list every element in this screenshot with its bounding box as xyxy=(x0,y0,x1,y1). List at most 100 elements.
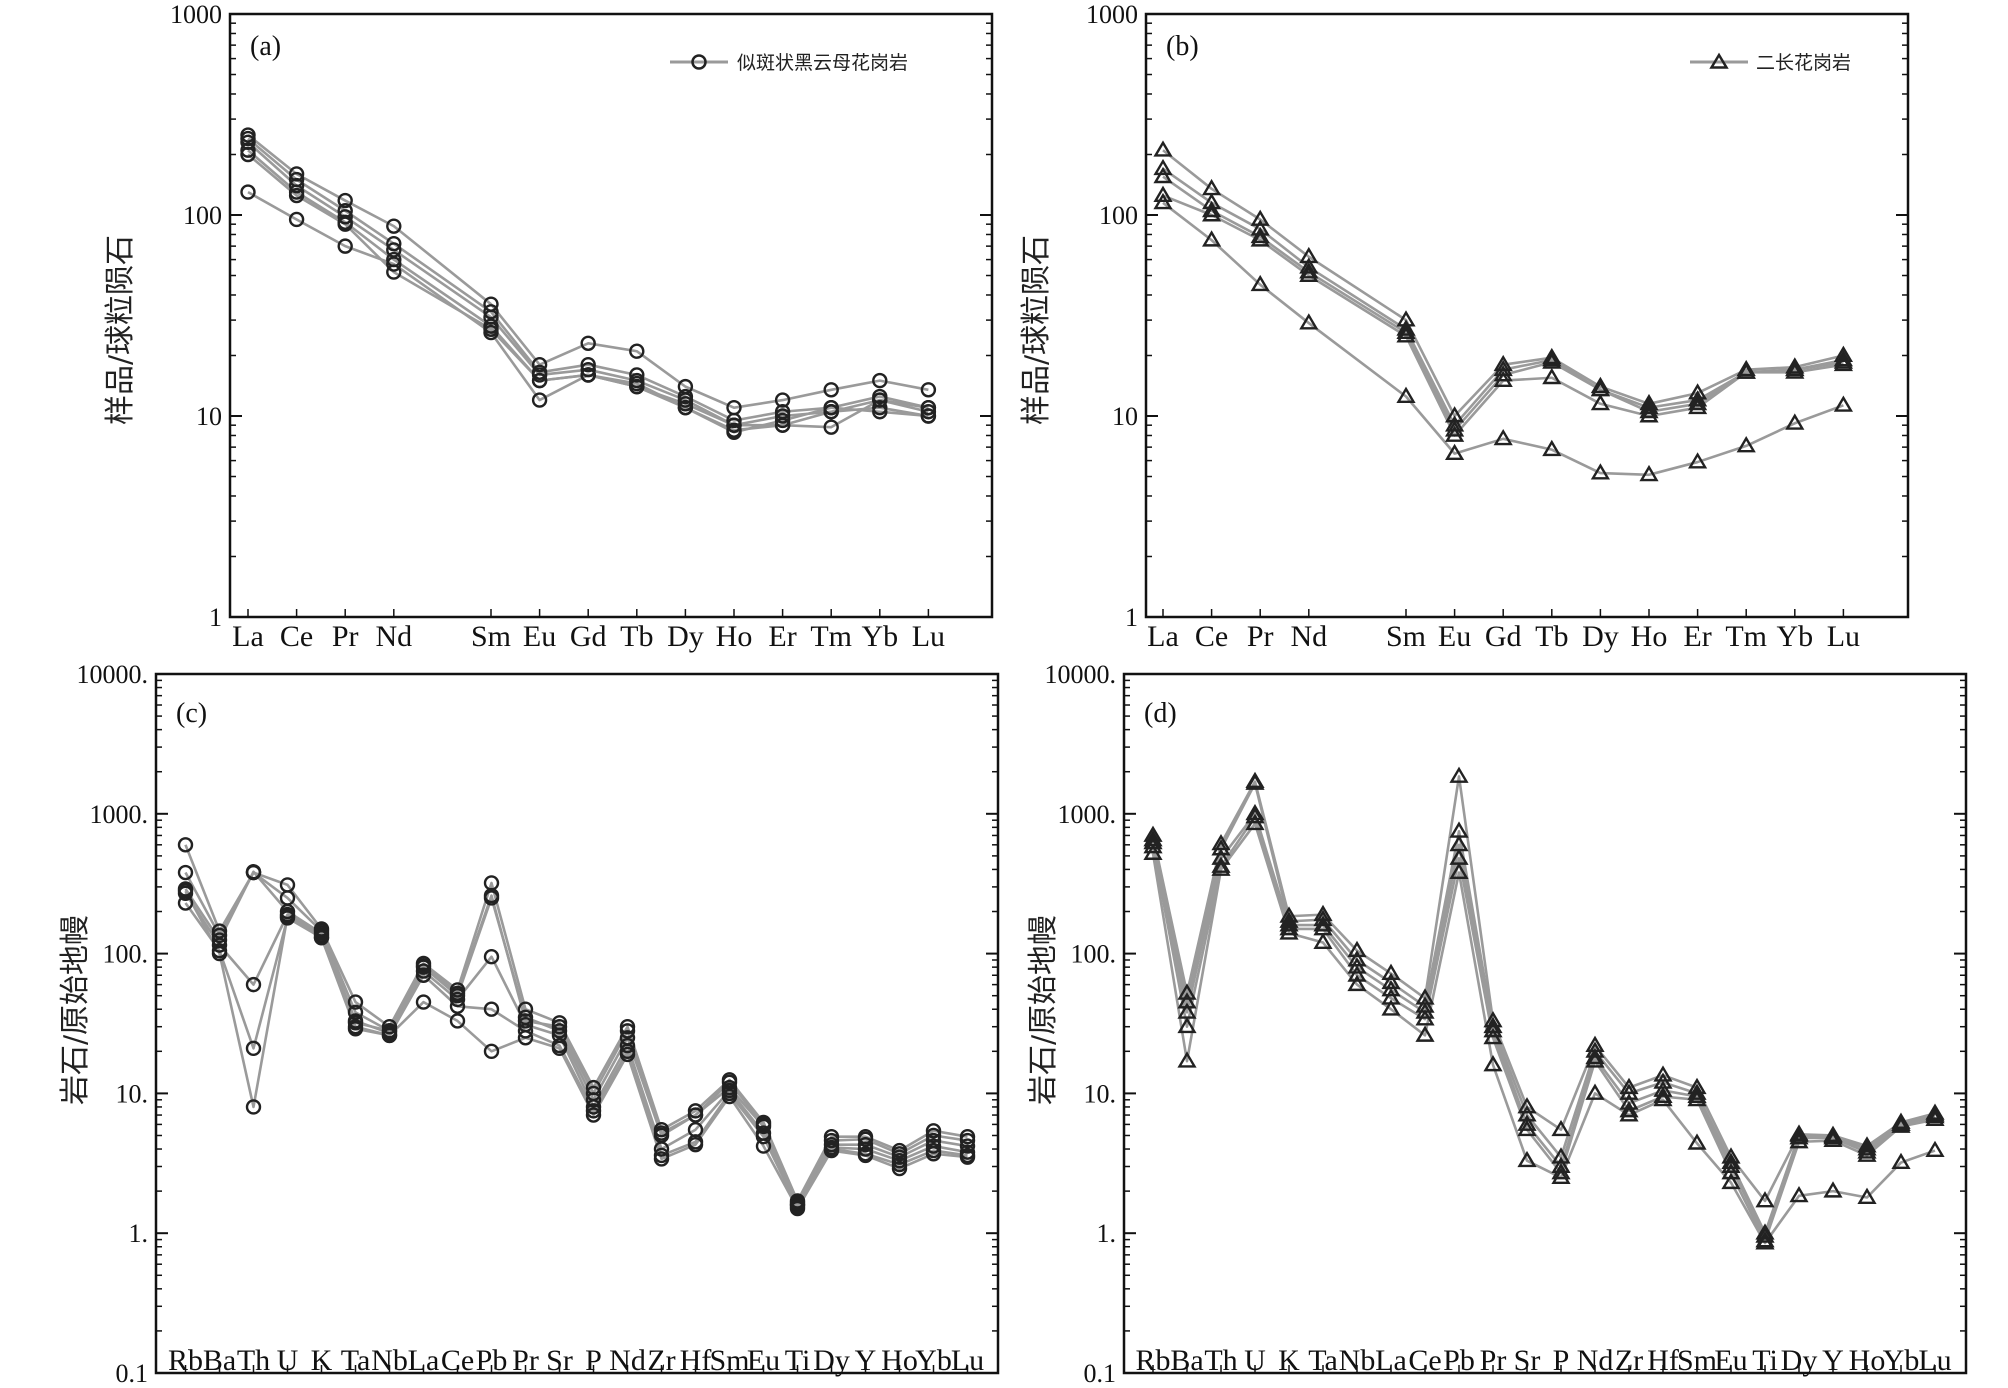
panel-d-point-d2 xyxy=(1551,1147,1571,1164)
panel-c-point-c6 xyxy=(925,1127,942,1144)
panel-c-point-c3 xyxy=(449,991,466,1008)
panel-c-xtick-label: Eu xyxy=(747,1344,780,1377)
panel-d-point-d4 xyxy=(1245,807,1265,824)
panel-c-xtick-label: Sr xyxy=(546,1344,573,1377)
panel-b-point-b1 xyxy=(1493,354,1513,372)
panel-b-point-b1 xyxy=(1833,345,1853,362)
panel-c-point-c4 xyxy=(211,937,228,953)
panel-b-frame xyxy=(1144,12,1910,619)
panel-c-xtick-label: Y xyxy=(855,1344,877,1377)
panel-c-point-c5 xyxy=(415,994,432,1010)
panel-a-point-a3 xyxy=(774,408,791,424)
panel-b-point-b3 xyxy=(1785,359,1805,377)
panel-d-point-d2 xyxy=(1789,1125,1809,1142)
panel-a-series-line-a3 xyxy=(247,141,929,427)
panel-c-point-c2 xyxy=(177,864,194,881)
panel-b-xtick-label: Er xyxy=(1683,620,1711,653)
panel-b-point-b5 xyxy=(1445,443,1465,461)
panel-d-point-d1 xyxy=(1755,1191,1775,1208)
panel-a-point-a6 xyxy=(288,211,305,228)
panel-a-xtick-label: Lu xyxy=(912,620,945,653)
panel-b-xtick-label: Tm xyxy=(1725,620,1767,653)
panel-b-point-b4 xyxy=(1493,370,1513,388)
panel-d-point-d3 xyxy=(1721,1156,1741,1173)
panel-d-xtick-label: Th xyxy=(1204,1344,1237,1377)
panel-d-point-d5 xyxy=(1347,974,1367,992)
panel-a-point-a3 xyxy=(288,177,305,194)
panel-d-label: (d) xyxy=(1144,698,1177,729)
panel-b-xtick-label: Pr xyxy=(1247,620,1274,653)
panel-d-point-d4 xyxy=(1653,1086,1673,1103)
panel-a: (a) 样品/球粒陨石 似斑状黑云母花岗岩 1 10 100 1000 La Ce Pr Nd… xyxy=(103,0,994,653)
panel-b: (b) 样品/球粒陨石 二长花岗岩 1 10 100 1000 La Ce Pr Nd Sm Eu… xyxy=(1019,0,1910,653)
panel-b-point-b2 xyxy=(1445,415,1465,432)
panel-b-legend: 二长花岗岩 xyxy=(1690,52,1851,74)
panel-c-point-c5 xyxy=(381,1027,398,1044)
panel-c-point-c5 xyxy=(959,1149,976,1165)
panel-c-point-c6 xyxy=(211,945,228,962)
panel-a-point-a3 xyxy=(337,209,353,225)
panel-d-point-d1 xyxy=(1517,1097,1537,1114)
panel-a-series-line-a1 xyxy=(247,133,929,409)
panel-a-xtick-label: Tb xyxy=(620,620,653,653)
panel-c-xtick-label: Th xyxy=(237,1344,270,1377)
panel-c-point-c2 xyxy=(959,1138,976,1154)
panel-a-point-a1 xyxy=(872,372,888,389)
panel-c-point-c4 xyxy=(585,1103,602,1119)
panel-a-label: (a) xyxy=(250,31,281,62)
panel-c-point-c3 xyxy=(483,949,500,965)
panel-d-xtick-label: Yb xyxy=(1883,1344,1920,1377)
panel-a-series-line-a5 xyxy=(247,153,929,434)
panel-c-point-c6 xyxy=(789,1195,806,1211)
panel-a-point-a2 xyxy=(483,304,499,320)
panel-a-point-a5 xyxy=(920,408,937,424)
panel-a-point-a5 xyxy=(386,264,402,280)
panel-c-point-c5 xyxy=(653,1151,670,1167)
panel-a-ytick-label: 1 xyxy=(209,603,222,632)
panel-d-point-d3 xyxy=(1347,957,1367,974)
panel-c-point-c5 xyxy=(789,1200,806,1217)
panel-a-point-a1 xyxy=(288,166,305,182)
panel-d-xtick-label: Ti xyxy=(1752,1344,1778,1377)
panel-c-point-c2 xyxy=(585,1092,602,1108)
panel-c-point-c6 xyxy=(483,887,500,904)
panel-c-point-c6 xyxy=(381,1023,398,1039)
panel-b-point-b4 xyxy=(1688,397,1708,415)
panel-d-point-d3 xyxy=(1755,1226,1775,1243)
panel-d-xtick-label: Sm xyxy=(1677,1344,1717,1377)
panel-b-legend-text: 二长花岗岩 xyxy=(1756,52,1851,74)
panel-c-point-c3 xyxy=(925,1138,942,1154)
panel-a-point-a5 xyxy=(240,146,256,163)
panel-d-point-d4 xyxy=(1687,1089,1707,1107)
panel-d-point-d4 xyxy=(1551,1163,1571,1180)
panel-a-xtick-label: Nd xyxy=(375,620,412,653)
panel-d-point-d5 xyxy=(1619,1105,1639,1122)
panel-c-point-c1 xyxy=(483,875,500,891)
panel-b-point-b5 xyxy=(1299,313,1319,330)
panel-d-xtick-label: Pr xyxy=(1480,1344,1507,1377)
panel-a-point-a1 xyxy=(823,382,839,398)
panel-a-xtick-label: Sm xyxy=(471,620,511,653)
panel-d-xtick-label: Ce xyxy=(1408,1344,1441,1377)
panel-b-point-b5 xyxy=(1785,413,1805,430)
panel-a-point-a1 xyxy=(726,399,742,416)
panel-a-point-a2 xyxy=(629,367,645,383)
panel-d-point-d5 xyxy=(1211,859,1231,876)
panel-c-point-c6 xyxy=(823,1132,840,1149)
panel-d-point-d3 xyxy=(1279,915,1299,932)
panel-d-point-d5 xyxy=(1483,1054,1503,1072)
panel-c-xtick-label: Nd xyxy=(609,1344,646,1377)
panel-b-point-b1 xyxy=(1590,376,1610,394)
panel-a-point-a1 xyxy=(337,192,353,209)
panel-c-point-c6 xyxy=(687,1107,704,1123)
panel-d-point-d2 xyxy=(1347,950,1367,967)
panel-b-point-b5 xyxy=(1736,436,1756,453)
panel-a-point-a6 xyxy=(774,417,791,433)
panel-c-xtick-label: Pr xyxy=(512,1344,539,1377)
panel-b-point-b5 xyxy=(1590,463,1610,480)
panel-d-xtick-label: Y xyxy=(1822,1344,1844,1377)
panel-d-point-d3 xyxy=(1313,915,1333,932)
panel-a-point-a5 xyxy=(774,412,791,429)
panel-d-point-d4 xyxy=(1891,1116,1911,1133)
